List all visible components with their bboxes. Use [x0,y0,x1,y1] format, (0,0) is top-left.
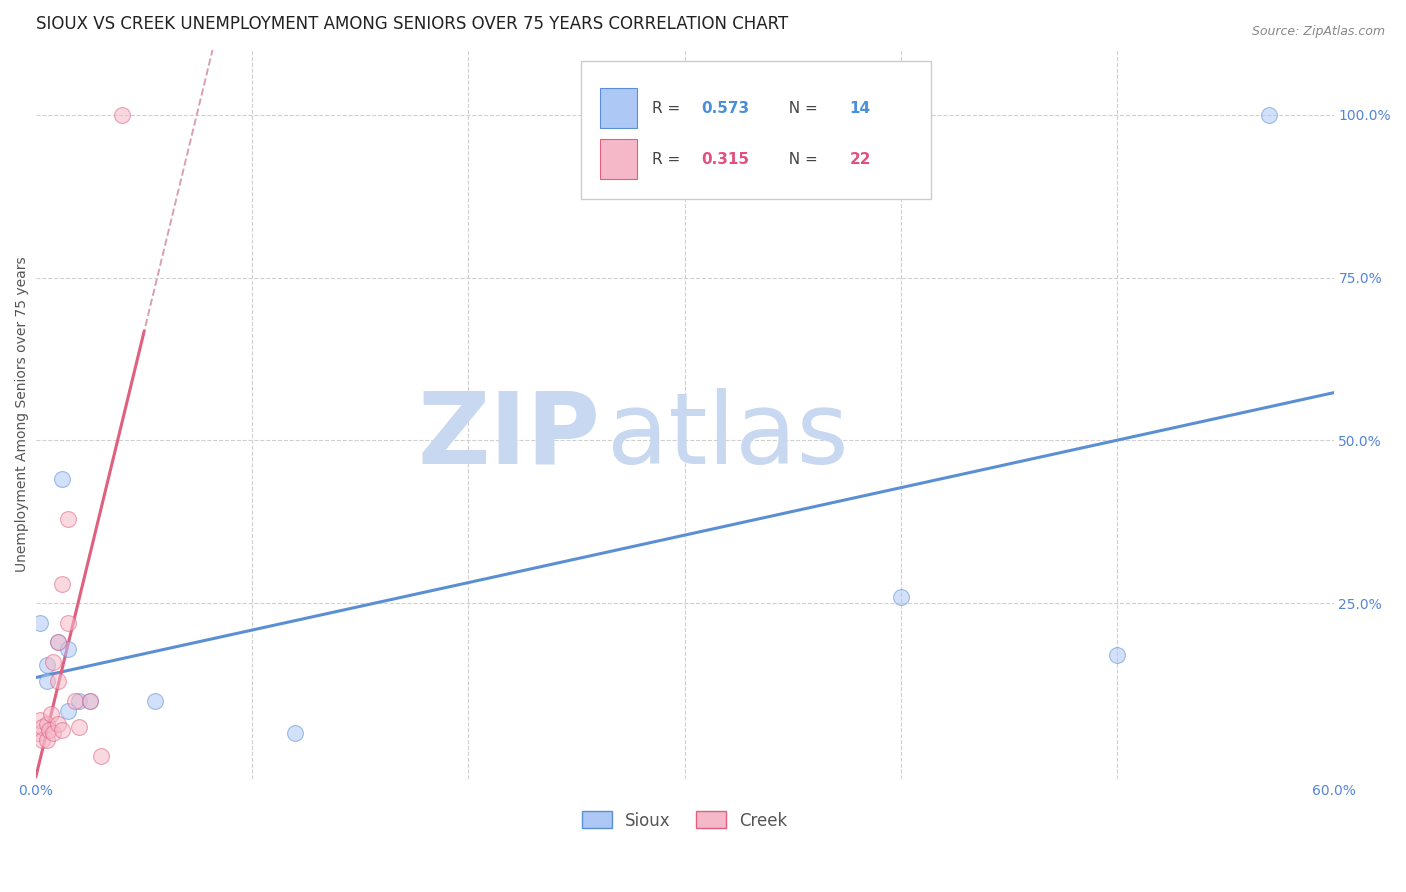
Y-axis label: Unemployment Among Seniors over 75 years: Unemployment Among Seniors over 75 years [15,257,30,572]
Text: 0.315: 0.315 [702,152,749,167]
Point [1107,648,1129,663]
Point [58,615,80,630]
Point [46,635,69,649]
Point [63,694,86,708]
Point [79,694,101,708]
Point [35,674,58,689]
Point [111,108,134,122]
Point [46,716,69,731]
Legend: Sioux, Creek: Sioux, Creek [575,805,794,836]
Point [39,706,62,721]
Point [79,694,101,708]
Point [35,658,58,673]
FancyBboxPatch shape [600,88,637,128]
Point [51,473,73,487]
Point [35,716,58,731]
Text: N =: N = [779,101,823,116]
Point [30,714,52,728]
Point [31,732,53,747]
Point [42,655,65,669]
Point [31,720,53,734]
Text: 0.573: 0.573 [702,101,749,116]
Point [46,674,69,689]
Point [58,641,80,656]
Point [58,704,80,718]
Point [38,723,60,737]
Point [51,723,73,737]
Point [284,726,307,740]
Text: atlas: atlas [607,388,848,484]
Text: R =: R = [652,101,685,116]
Text: 22: 22 [849,152,872,167]
Point [1257,108,1279,122]
Point [30,615,52,630]
Text: SIOUX VS CREEK UNEMPLOYMENT AMONG SENIORS OVER 75 YEARS CORRELATION CHART: SIOUX VS CREEK UNEMPLOYMENT AMONG SENIOR… [37,15,789,33]
Point [890,590,912,604]
Point [51,576,73,591]
Point [67,720,90,734]
FancyBboxPatch shape [581,61,931,199]
Point [67,694,90,708]
Text: Source: ZipAtlas.com: Source: ZipAtlas.com [1251,25,1385,38]
Text: ZIP: ZIP [418,388,600,484]
Point [90,749,112,764]
Point [143,694,166,708]
Point [58,511,80,525]
Point [42,726,65,740]
Point [35,732,58,747]
Point [46,635,69,649]
Text: 14: 14 [849,101,870,116]
Text: N =: N = [779,152,823,167]
FancyBboxPatch shape [600,139,637,179]
Text: R =: R = [652,152,685,167]
Point [27,726,49,740]
